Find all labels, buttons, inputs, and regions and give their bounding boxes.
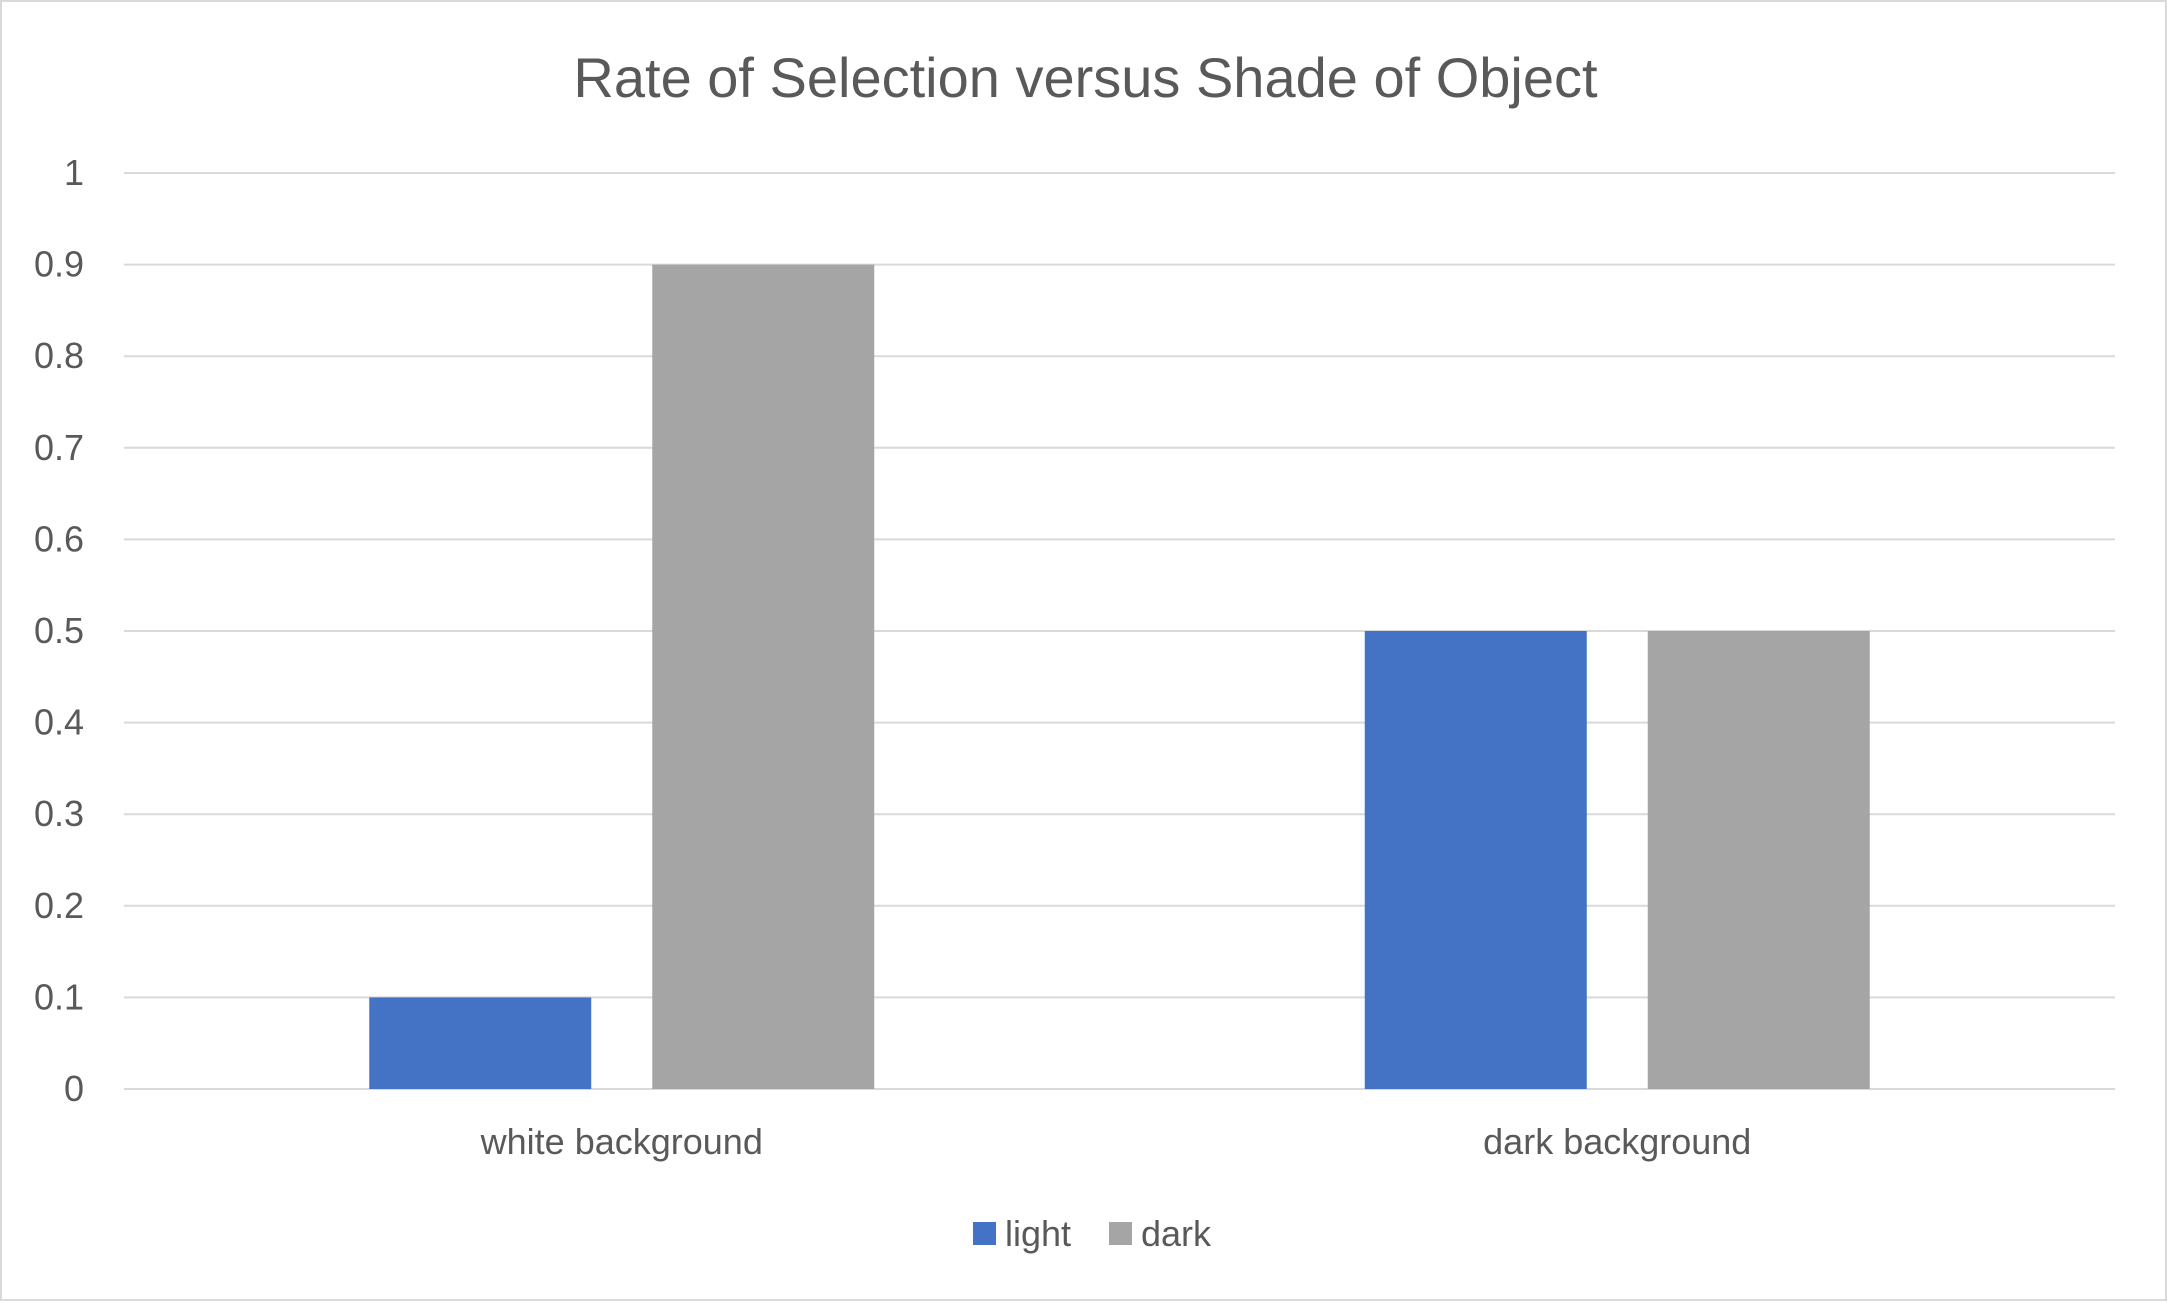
x-axis-category-labels: white background dark background bbox=[480, 1121, 1752, 1162]
y-tick-label: 0.2 bbox=[34, 885, 84, 926]
y-axis-tick-labels: 0 0.1 0.2 0.3 0.4 0.5 0.6 0.7 0.8 0.9 1 bbox=[34, 152, 84, 1109]
legend-swatch-light bbox=[973, 1222, 996, 1245]
legend-label-dark: dark bbox=[1141, 1213, 1212, 1254]
y-tick-label: 0.7 bbox=[34, 427, 84, 468]
bar-light-dark-background bbox=[1364, 631, 1587, 1089]
y-tick-label: 0.8 bbox=[34, 335, 84, 376]
y-tick-label: 0.5 bbox=[34, 610, 84, 651]
bar-dark-dark-background bbox=[1647, 631, 1870, 1089]
chart-title: Rate of Selection versus Shade of Object bbox=[573, 46, 1598, 109]
legend-label-light: light bbox=[1005, 1213, 1071, 1254]
legend: light dark bbox=[973, 1213, 1212, 1254]
bar-light-white-background bbox=[369, 997, 592, 1089]
y-tick-label: 0.6 bbox=[34, 518, 84, 559]
x-category-label: white background bbox=[480, 1121, 763, 1162]
y-tick-label: 0 bbox=[64, 1068, 84, 1109]
y-tick-label: 0.1 bbox=[34, 976, 84, 1017]
y-tick-label: 0.3 bbox=[34, 793, 84, 834]
bar-dark-white-background bbox=[652, 264, 875, 1090]
y-tick-label: 0.4 bbox=[34, 702, 84, 743]
bars bbox=[369, 264, 1870, 1090]
y-tick-label: 0.9 bbox=[34, 244, 84, 285]
legend-swatch-dark bbox=[1109, 1222, 1132, 1245]
y-tick-label: 1 bbox=[64, 152, 84, 193]
x-category-label: dark background bbox=[1483, 1121, 1751, 1162]
